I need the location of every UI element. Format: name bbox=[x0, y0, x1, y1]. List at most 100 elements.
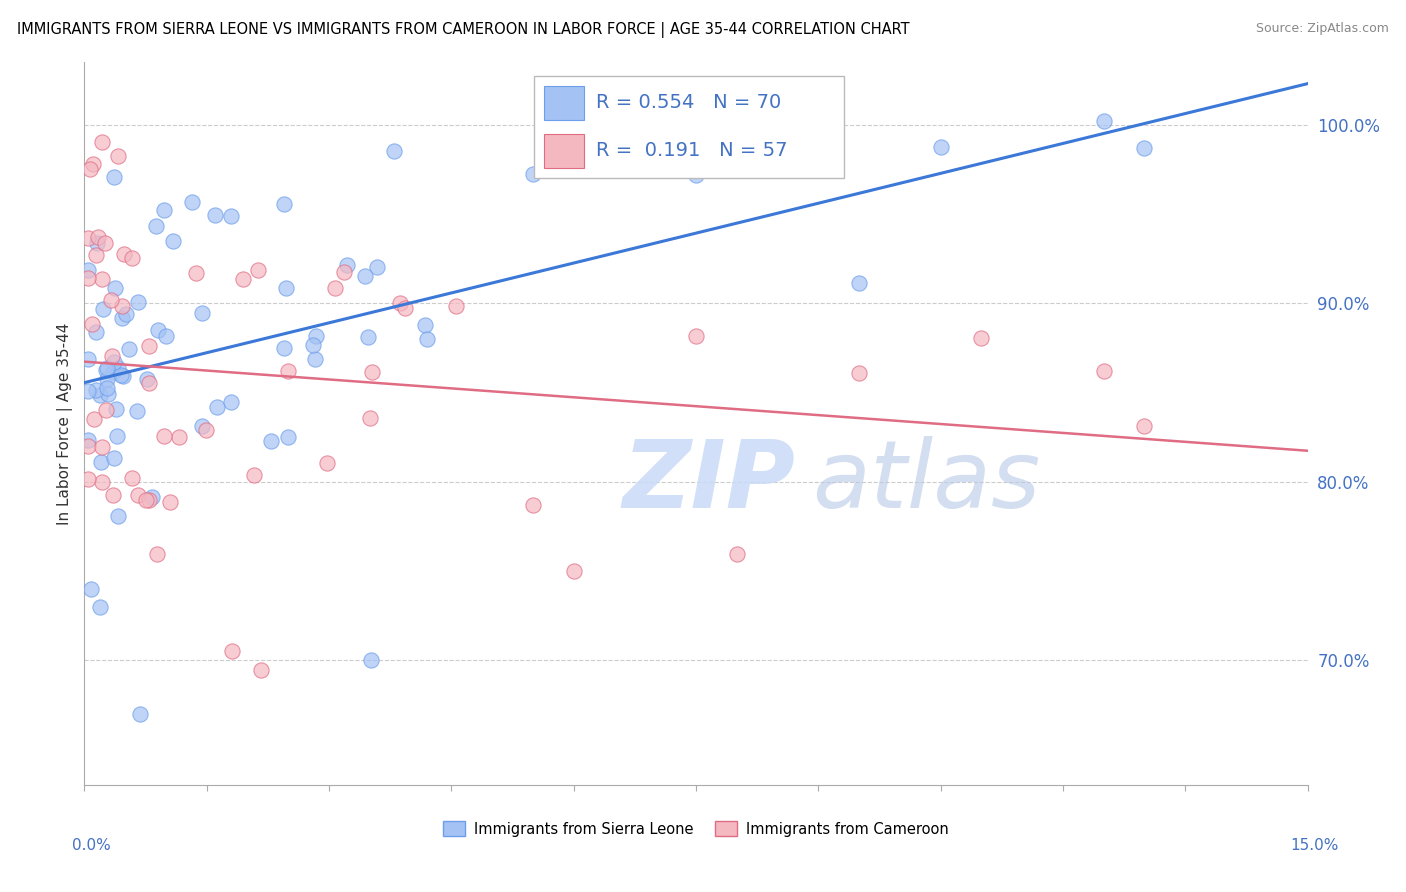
Point bbox=[115, 307, 138, 321]
Point bbox=[138, 339, 160, 353]
Point bbox=[413, 318, 436, 332]
Point bbox=[141, 491, 163, 505]
Point bbox=[112, 369, 135, 384]
Point bbox=[194, 423, 217, 437]
Point bbox=[94, 236, 117, 251]
Point bbox=[970, 330, 993, 344]
Point bbox=[207, 400, 229, 414]
Text: ZIP: ZIP bbox=[623, 435, 796, 527]
Point bbox=[232, 272, 254, 286]
Point bbox=[1133, 141, 1156, 155]
Point bbox=[145, 219, 167, 234]
Point bbox=[97, 387, 120, 401]
Point bbox=[243, 468, 266, 483]
Point bbox=[111, 311, 134, 326]
Legend: Immigrants from Sierra Leone, Immigrants from Cameroon: Immigrants from Sierra Leone, Immigrants… bbox=[437, 815, 955, 843]
Point bbox=[105, 429, 128, 443]
Point bbox=[316, 456, 339, 470]
Point bbox=[146, 547, 169, 561]
Point bbox=[101, 366, 124, 380]
Point bbox=[191, 418, 214, 433]
Point bbox=[304, 352, 326, 367]
Text: R =  0.191   N = 57: R = 0.191 N = 57 bbox=[596, 141, 787, 161]
Bar bbox=[544, 135, 583, 168]
Point bbox=[101, 349, 124, 363]
Point bbox=[121, 251, 143, 265]
Point bbox=[162, 234, 184, 248]
Point bbox=[394, 301, 416, 315]
Point bbox=[260, 434, 283, 448]
Point bbox=[138, 492, 160, 507]
Point bbox=[276, 281, 298, 295]
Point bbox=[848, 276, 870, 290]
Point bbox=[685, 328, 707, 343]
Point bbox=[125, 404, 148, 418]
Point bbox=[159, 495, 181, 509]
Text: 0.0%: 0.0% bbox=[72, 838, 111, 854]
Point bbox=[323, 281, 346, 295]
Point bbox=[77, 472, 100, 486]
Point bbox=[77, 263, 100, 277]
Point bbox=[138, 376, 160, 391]
FancyBboxPatch shape bbox=[534, 76, 844, 178]
Point bbox=[94, 403, 117, 417]
Point bbox=[277, 364, 299, 378]
Point bbox=[1092, 364, 1115, 378]
Text: atlas: atlas bbox=[813, 436, 1040, 527]
Point bbox=[107, 508, 129, 523]
Point bbox=[77, 352, 100, 367]
Point bbox=[96, 372, 118, 386]
Point bbox=[91, 475, 114, 489]
Point bbox=[77, 433, 100, 447]
Point bbox=[1133, 419, 1156, 434]
Point bbox=[848, 366, 870, 380]
Point bbox=[135, 492, 157, 507]
Point bbox=[219, 395, 242, 409]
Point bbox=[107, 361, 129, 376]
Point bbox=[103, 355, 125, 369]
Bar bbox=[544, 87, 583, 120]
Point bbox=[82, 157, 104, 171]
Point bbox=[89, 599, 111, 614]
Point bbox=[86, 235, 108, 250]
Point bbox=[273, 342, 295, 356]
Point bbox=[110, 368, 132, 383]
Point bbox=[562, 564, 585, 578]
Text: 15.0%: 15.0% bbox=[1291, 838, 1339, 854]
Point bbox=[181, 195, 204, 210]
Point bbox=[90, 272, 112, 286]
Point bbox=[90, 440, 112, 454]
Point bbox=[127, 295, 149, 310]
Point bbox=[80, 582, 103, 596]
Point bbox=[204, 208, 226, 222]
Point bbox=[90, 455, 112, 469]
Point bbox=[522, 167, 544, 181]
Point bbox=[121, 470, 143, 484]
Point bbox=[91, 135, 114, 149]
Point bbox=[96, 380, 118, 394]
Point bbox=[360, 653, 382, 667]
Point bbox=[77, 270, 100, 285]
Point bbox=[112, 247, 135, 261]
Point bbox=[153, 429, 176, 443]
Point bbox=[246, 263, 269, 277]
Point bbox=[127, 488, 149, 502]
Point bbox=[77, 231, 100, 245]
Point bbox=[221, 644, 243, 658]
Point bbox=[357, 330, 380, 344]
Point bbox=[522, 498, 544, 512]
Point bbox=[169, 430, 191, 444]
Point bbox=[136, 371, 159, 385]
Point bbox=[84, 248, 107, 262]
Point bbox=[382, 144, 405, 158]
Point bbox=[388, 296, 411, 310]
Point bbox=[184, 267, 207, 281]
Point bbox=[103, 450, 125, 465]
Point bbox=[91, 302, 114, 317]
Point bbox=[79, 162, 101, 177]
Point bbox=[361, 365, 384, 379]
Point bbox=[333, 265, 356, 279]
Point bbox=[101, 488, 124, 502]
Point bbox=[129, 706, 152, 721]
Text: IMMIGRANTS FROM SIERRA LEONE VS IMMIGRANTS FROM CAMEROON IN LABOR FORCE | AGE 35: IMMIGRANTS FROM SIERRA LEONE VS IMMIGRAN… bbox=[17, 22, 910, 38]
